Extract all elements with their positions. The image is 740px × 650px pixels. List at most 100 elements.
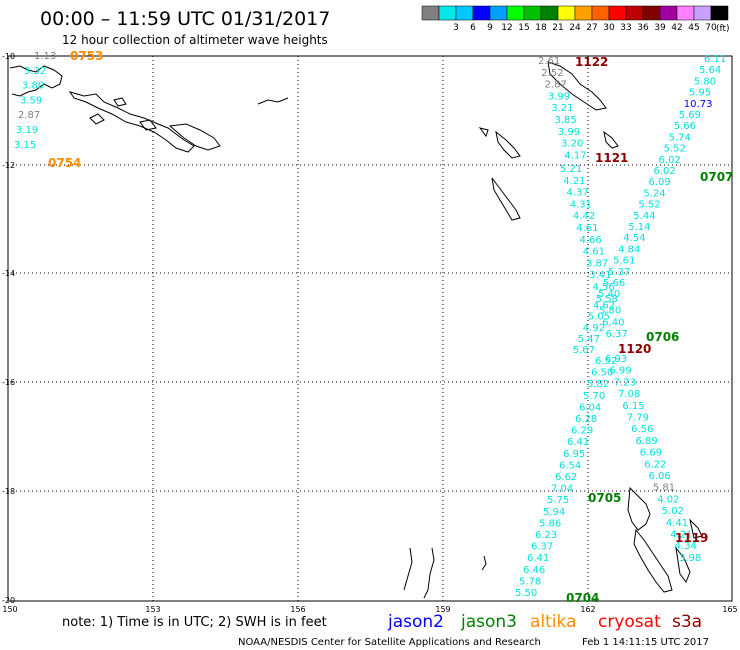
wave-height-value: 3.15 (14, 140, 36, 151)
wave-height-value: 6.95 (563, 449, 585, 460)
wave-height-value: 4.02 (657, 494, 679, 505)
lat-label: -12 (2, 161, 15, 170)
wave-height-value: 6.06 (649, 471, 671, 482)
wave-height-value: 7.79 (627, 413, 649, 424)
wave-height-value: 5.44 (633, 211, 655, 222)
wave-height-value: 4.56 (593, 282, 615, 293)
color-scale-swatch (591, 5, 610, 21)
wave-height-value: 5.61 (613, 256, 635, 267)
wave-height-value: 5.40 (598, 289, 620, 300)
wave-height-value: 6.50 (591, 368, 613, 379)
pass-id-label: 1119 (675, 531, 708, 545)
wave-height-value: 6.11 (704, 54, 726, 65)
wave-height-value: 6.69 (640, 448, 662, 459)
color-scale-tick: 24 (569, 23, 581, 33)
wave-height-value: 7.23 (614, 377, 636, 388)
footer-note: note: 1) Time is in UTC; 2) SWH is in fe… (62, 615, 327, 630)
color-scale-swatch (523, 5, 542, 21)
pass-id-label: 1121 (595, 151, 628, 165)
wave-height-value: 2.52 (541, 68, 563, 79)
pass-id-label: 1120 (618, 342, 651, 356)
color-scale-swatch (642, 5, 661, 21)
wave-height-value: 6.99 (609, 366, 631, 377)
wave-height-value: 5.64 (699, 65, 721, 76)
color-scale-tick: 3 (453, 23, 459, 33)
wave-height-value: 4.92 (583, 323, 605, 334)
color-scale-swatch (710, 5, 729, 21)
pass-id-label: 1122 (575, 55, 608, 69)
wave-height-value: 10.73 (684, 99, 713, 110)
color-scale-tick: 42 (671, 23, 682, 33)
wave-height-value: 4.84 (618, 244, 640, 255)
pass-id-label: 0704 (566, 591, 599, 605)
wave-height-value: 6.56 (631, 424, 653, 435)
wave-height-value: 5.50 (515, 588, 537, 599)
wave-height-value: 3.87 (586, 258, 608, 269)
wave-height-value: 6.54 (559, 460, 581, 471)
wave-height-value: 4.42 (573, 211, 595, 222)
wave-height-value: 5.58 (596, 294, 618, 305)
pass-id-label: 0705 (588, 491, 621, 505)
color-scale-swatch (506, 5, 525, 21)
legend-entry: altika (530, 612, 577, 632)
lat-label: -10 (2, 52, 15, 61)
footer-timestamp: Feb 1 14:11:15 UTC 2017 (582, 637, 709, 648)
wave-height-value: 7.04 (551, 484, 573, 495)
color-scale-tick: 45 (688, 23, 699, 33)
wave-height-value: 2.87 (545, 80, 567, 91)
color-scale-tick: 30 (603, 23, 615, 33)
wave-height-value: 2.87 (18, 110, 40, 121)
wave-height-value: 4.62 (593, 300, 615, 311)
lat-label: -16 (2, 378, 15, 387)
color-scale-tick: 70 (705, 23, 717, 33)
wave-height-value: 6.37 (531, 542, 553, 553)
color-scale-swatch (625, 5, 644, 21)
lon-label: 159 (435, 605, 450, 614)
lon-label: 165 (722, 605, 737, 614)
wave-height-value: 6.28 (575, 414, 597, 425)
pass-id-label: 0753 (70, 49, 103, 63)
wave-height-value: 5.95 (689, 88, 711, 99)
color-scale-swatch (574, 5, 593, 21)
color-scale-swatch (557, 5, 576, 21)
color-scale-tick: 6 (470, 23, 476, 33)
wave-height-value: 6.62 (555, 472, 577, 483)
lat-lon-grid (8, 56, 732, 601)
wave-height-value: 3.32 (24, 66, 46, 77)
wave-height-value: 5.47 (578, 334, 600, 345)
wave-height-value: 6.89 (635, 436, 657, 447)
wave-height-value: 3.59 (20, 95, 42, 106)
wave-height-value: 6.22 (644, 459, 666, 470)
wave-height-value: 4.61 (583, 247, 605, 258)
wave-height-value: 3.80 (22, 81, 44, 92)
wave-height-value: 5.14 (628, 222, 650, 233)
wave-height-value: 5.74 (669, 132, 691, 143)
wave-height-value: 4.37 (567, 188, 589, 199)
wave-height-value: 5.05 (588, 312, 610, 323)
wave-height-value: 6.02 (659, 155, 681, 166)
wave-height-value: 5.24 (643, 188, 665, 199)
wave-height-value: 3.99 (558, 127, 580, 138)
wave-height-value: 4.34 (675, 541, 697, 552)
wave-height-value: 5.21 (560, 164, 582, 175)
wave-height-value: 5.52 (638, 200, 660, 211)
color-scale-tick: 39 (654, 23, 666, 33)
legend-entry: s3a (672, 612, 702, 632)
color-scale-tick: 15 (518, 23, 529, 33)
wave-height-value: 3.20 (561, 139, 583, 150)
wave-height-value: 6.41 (567, 437, 589, 448)
wave-height-value: 5.66 (603, 278, 625, 289)
wave-height-value: 5.66 (674, 121, 696, 132)
color-scale-swatch (438, 5, 457, 21)
wave-height-value: 5.70 (583, 391, 605, 402)
wave-height-value: 5.80 (599, 306, 621, 317)
wave-height-value: 6.93 (605, 354, 627, 365)
wave-height-value: 3.98 (679, 553, 701, 564)
color-scale-swatch (489, 5, 508, 21)
wave-height-value: 5.67 (573, 345, 595, 356)
color-scale-swatch (693, 5, 712, 21)
wave-height-value: 4.31 (570, 199, 592, 210)
pass-id-label: 0706 (646, 330, 679, 344)
wave-height-value: 6.41 (527, 553, 549, 564)
